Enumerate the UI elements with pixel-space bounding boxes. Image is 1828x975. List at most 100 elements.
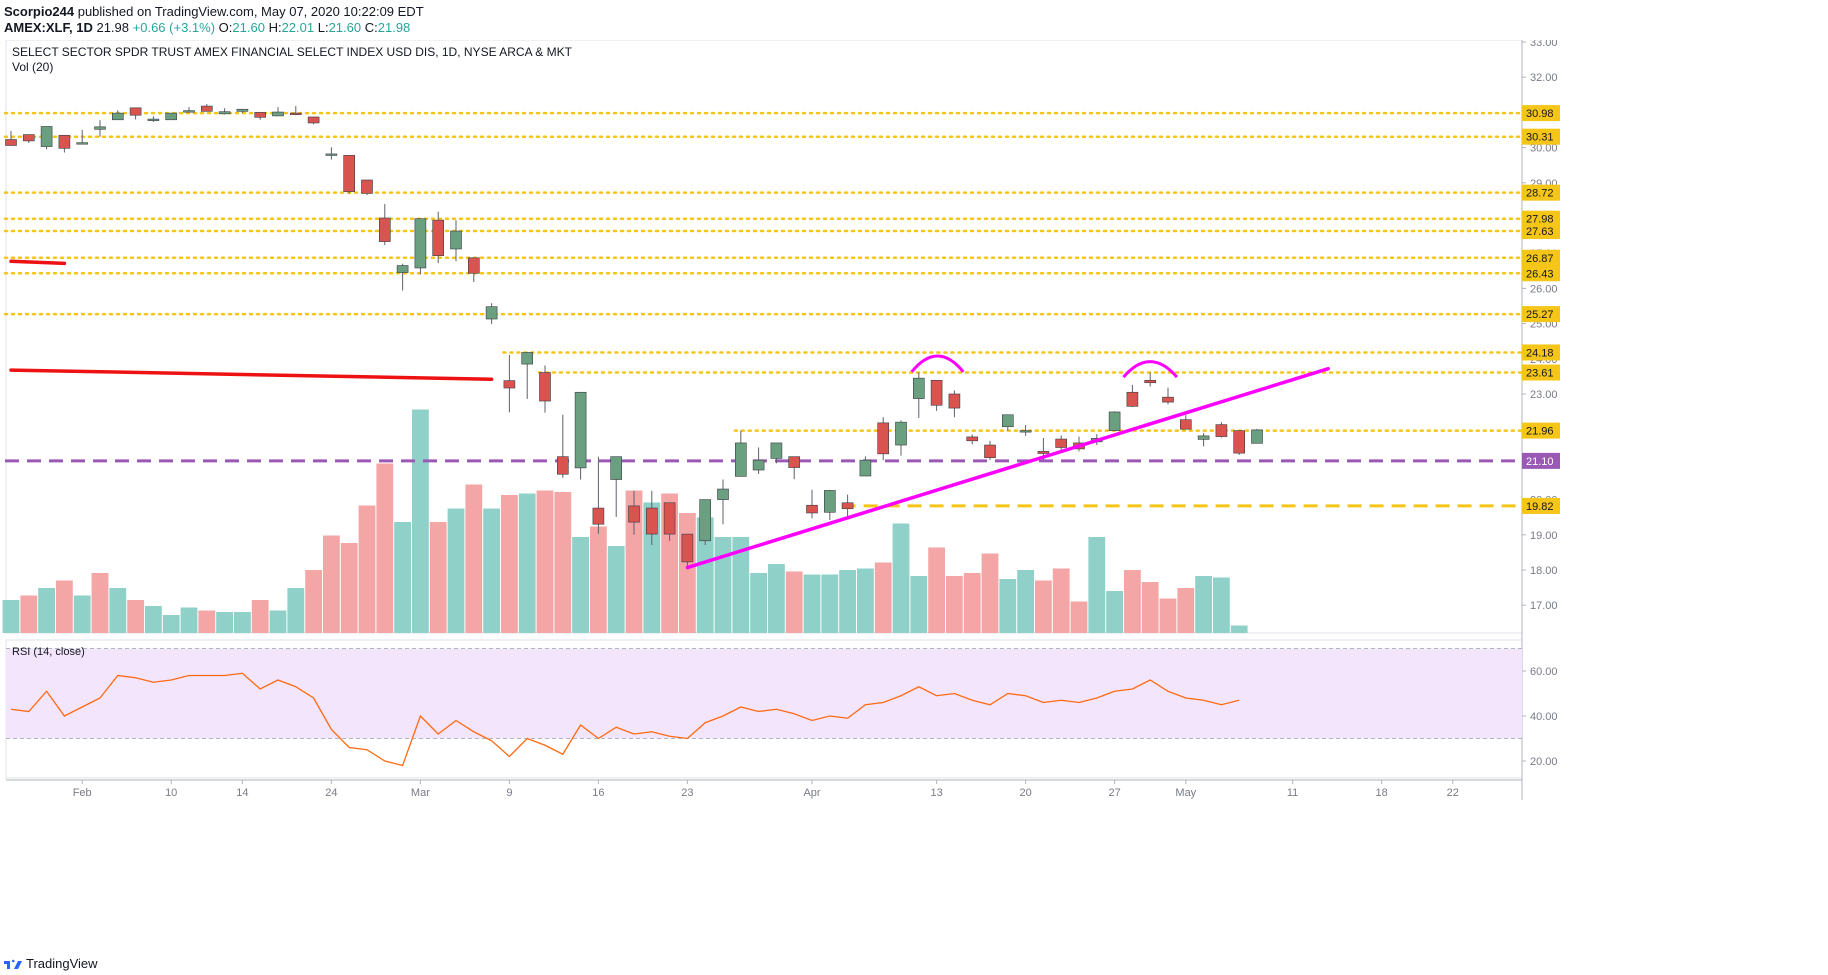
volume-bar (180, 607, 198, 633)
volume-bar (1124, 570, 1141, 633)
candle-body (1197, 435, 1210, 440)
price-chart[interactable]: 33.0032.0031.0030.0029.0028.0027.0026.00… (0, 40, 1828, 950)
candle (645, 490, 658, 546)
x-tick-label: 22 (1447, 787, 1459, 799)
volume-bar (1106, 591, 1123, 633)
candle (752, 447, 765, 474)
volume-bar (305, 570, 322, 633)
volume-bar (412, 409, 429, 633)
volume-bar (429, 522, 447, 633)
volume-bar (874, 562, 892, 633)
candle (788, 456, 801, 480)
candle-body (58, 134, 71, 149)
price-level-badge (1522, 306, 1560, 323)
price-level-label: 23.61 (1526, 368, 1554, 380)
x-tick-label: 18 (1375, 787, 1387, 799)
volume-bar (340, 543, 358, 633)
volume-bar (643, 502, 661, 633)
candle-body (628, 505, 640, 523)
candle-body (272, 111, 284, 117)
candle (361, 179, 373, 196)
candle-body (396, 265, 409, 273)
volume-bar (1230, 625, 1248, 633)
price-level-badge (1522, 452, 1560, 469)
candle (467, 257, 480, 283)
candle (5, 131, 17, 146)
candle-body (201, 105, 213, 112)
candle (343, 155, 356, 194)
price-level-label: 27.63 (1526, 226, 1554, 238)
candle (1126, 384, 1139, 408)
candle-body (1126, 391, 1139, 407)
candle-body (165, 112, 177, 121)
candle (218, 108, 231, 115)
price-level-label: 24.18 (1526, 347, 1554, 359)
x-tick-label: 20 (1019, 787, 1031, 799)
candle (94, 120, 106, 137)
candle (1197, 433, 1210, 447)
candle-body (183, 110, 195, 113)
volume-bar (1195, 576, 1212, 633)
candle (236, 108, 249, 114)
arc-2 (1122, 360, 1179, 379)
candle-body (948, 393, 961, 409)
candle (859, 456, 872, 477)
high-label: H: (268, 20, 282, 35)
volume-bar (625, 490, 643, 633)
candle (556, 414, 569, 478)
x-tick-label: 14 (236, 787, 248, 799)
volume-label: Vol (20) (12, 60, 53, 74)
volume-bar (679, 513, 696, 633)
publisher-name[interactable]: Scorpio244 (4, 4, 75, 19)
candle (930, 379, 943, 411)
rsi-tick-label: 60.00 (1530, 666, 1558, 678)
volume-bar (572, 537, 589, 633)
volume-bar (145, 606, 162, 633)
volume-bar (803, 574, 821, 633)
candle (699, 499, 712, 546)
candle-body (592, 507, 605, 525)
candle-body (147, 118, 160, 121)
candle-body (717, 488, 729, 500)
candle-body (343, 155, 356, 192)
candle (592, 456, 605, 534)
candle-body (485, 306, 498, 320)
y-tick-label: 19.00 (1530, 530, 1558, 542)
volume-bar (768, 564, 785, 633)
candle-body (236, 108, 249, 112)
candle-body (645, 507, 658, 535)
candle (984, 440, 996, 461)
volume-bar (928, 547, 945, 633)
candle-body (112, 112, 124, 121)
candle-body (129, 107, 142, 116)
open-label: O: (218, 20, 233, 35)
red-resistance-1 (9, 259, 67, 266)
volume-bar (696, 517, 714, 633)
candle (1162, 387, 1174, 405)
volume-bar (981, 553, 999, 633)
volume-bar (216, 612, 233, 633)
candle (129, 107, 142, 120)
candle (895, 420, 907, 456)
candle (841, 494, 854, 518)
volume-bar (946, 576, 963, 633)
candle (112, 110, 124, 121)
tradingview-brand[interactable]: TradingView (26, 956, 98, 971)
symbol-label[interactable]: AMEX:XLF, 1D (4, 20, 93, 35)
candle-body (912, 377, 925, 399)
y-tick-label: 26.00 (1530, 283, 1558, 295)
candle (396, 263, 409, 291)
candle (877, 417, 890, 461)
x-tick-label: 10 (165, 787, 177, 799)
low-label: L: (317, 20, 329, 35)
published-text: published on TradingView.com, May 07, 20… (77, 4, 424, 19)
volume-bar (20, 595, 38, 633)
candle (628, 490, 640, 535)
y-tick-label: 17.00 (1530, 600, 1558, 612)
candle-body (1019, 430, 1032, 433)
tradingview-logo-icon[interactable] (4, 959, 22, 969)
price-level-label: 26.43 (1526, 268, 1554, 280)
price-level-label: 28.72 (1526, 188, 1554, 200)
volume-bar (323, 535, 340, 633)
volume-bar (590, 526, 607, 633)
